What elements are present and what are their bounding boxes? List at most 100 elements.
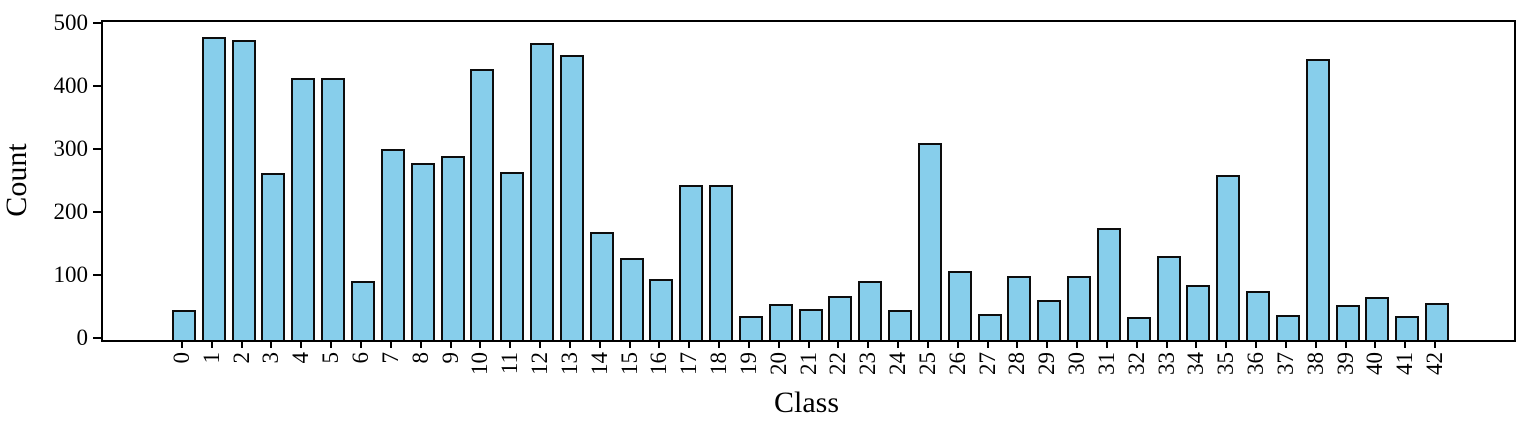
x-tick-label: 3 [258, 352, 284, 364]
x-tick-mark [1225, 340, 1228, 348]
bar [619, 258, 644, 340]
x-tick-mark [1046, 340, 1049, 348]
bar [1067, 275, 1091, 340]
x-tick-label: 9 [437, 352, 463, 364]
x-tick-mark [539, 340, 541, 348]
x-tick-mark [1314, 340, 1317, 348]
y-tick-mark [93, 84, 101, 87]
x-tick-label: 14 [586, 352, 612, 375]
y-tick-label: 0 [76, 325, 89, 350]
bar [1395, 316, 1420, 340]
x-tick-mark [867, 340, 870, 348]
x-tick-mark [986, 340, 989, 348]
x-tick-label: 29 [1034, 352, 1060, 375]
x-tick-label: 28 [1004, 352, 1030, 375]
bar [530, 42, 554, 340]
x-tick-mark [926, 340, 929, 348]
bar [1335, 305, 1360, 340]
x-tick-mark [956, 340, 959, 348]
bar [1425, 302, 1450, 340]
x-tick-mark [1404, 340, 1407, 348]
x-tick-mark [777, 340, 780, 348]
x-tick-mark [359, 340, 362, 348]
x-tick-label: 21 [795, 352, 821, 375]
y-tick-mark [93, 210, 101, 213]
x-tick-mark [180, 340, 183, 348]
x-tick-label: 19 [735, 352, 761, 375]
x-tick-label: 5 [318, 352, 344, 364]
x-tick-mark [628, 340, 631, 348]
bar [231, 40, 256, 340]
x-tick-label: 6 [347, 352, 373, 364]
x-tick-label: 4 [288, 352, 314, 364]
bar [798, 308, 823, 340]
bar [470, 68, 495, 340]
y-tick-label: 300 [53, 135, 89, 161]
x-tick-label: 0 [168, 352, 194, 364]
bar [1037, 300, 1062, 340]
bar [917, 142, 942, 340]
x-tick-mark [1434, 340, 1437, 348]
bar [768, 304, 793, 340]
x-tick-label: 32 [1123, 352, 1149, 375]
y-tick-mark [93, 337, 101, 339]
y-tick-mark [93, 273, 101, 276]
x-tick-label: 31 [1093, 352, 1119, 375]
y-tick-label: 500 [53, 9, 89, 35]
bars-container [103, 22, 1514, 340]
bar [1305, 59, 1330, 340]
bar [679, 185, 704, 340]
x-tick-label: 18 [706, 352, 731, 375]
x-tick-mark [688, 340, 691, 348]
x-tick-mark [389, 340, 392, 348]
x-tick-mark [1344, 340, 1347, 348]
x-tick-label: 8 [407, 352, 433, 364]
bar [1156, 256, 1181, 340]
x-tick-mark [449, 340, 452, 348]
x-tick-label: 25 [914, 352, 940, 375]
y-tick-label: 400 [53, 72, 89, 98]
y-tick-label: 100 [53, 261, 89, 287]
x-axis-title: Class [773, 386, 839, 419]
x-tick-mark [330, 340, 333, 348]
x-tick-mark [1105, 340, 1108, 348]
x-tick-label: 33 [1153, 352, 1179, 375]
bar [1126, 317, 1151, 340]
x-tick-mark [747, 340, 750, 348]
x-tick-mark [1374, 340, 1377, 348]
x-tick-label: 2 [228, 352, 254, 364]
plot-area [101, 20, 1516, 342]
x-tick-mark [419, 340, 422, 348]
x-tick-label: 7 [377, 352, 403, 364]
x-tick-label: 35 [1213, 352, 1239, 375]
bar [410, 163, 435, 340]
x-tick-label: 17 [676, 352, 702, 375]
x-tick-label: 27 [974, 352, 1000, 375]
bar [1186, 285, 1211, 340]
x-tick-label: 23 [855, 352, 881, 375]
x-tick-mark [240, 340, 243, 348]
x-tick-mark [1165, 340, 1168, 348]
bar [261, 172, 286, 340]
x-tick-mark [509, 340, 512, 348]
x-tick-mark [1284, 340, 1287, 348]
x-tick-mark [1076, 340, 1078, 348]
y-tick-label: 200 [53, 198, 89, 224]
bar [888, 309, 912, 340]
bar [1216, 175, 1241, 340]
bar [350, 281, 375, 340]
x-tick-mark [210, 340, 213, 348]
bar [291, 78, 316, 340]
x-tick-label: 10 [467, 352, 493, 375]
bar [828, 295, 853, 340]
x-tick-mark [837, 340, 840, 348]
bar [1007, 275, 1032, 340]
x-tick-mark [1135, 340, 1138, 348]
bar [1275, 314, 1300, 340]
x-tick-mark [479, 340, 482, 348]
bar [977, 313, 1002, 340]
bar [171, 309, 196, 340]
x-tick-mark [658, 340, 661, 348]
x-tick-label: 1 [198, 352, 224, 364]
